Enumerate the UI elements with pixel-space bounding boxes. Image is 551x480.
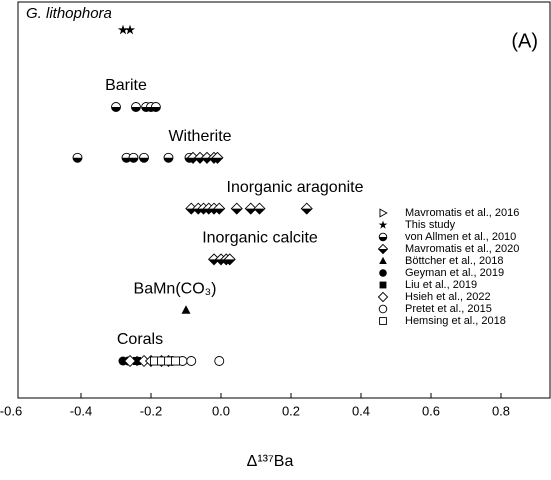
marker	[139, 152, 149, 163]
legend-label: Hemsing et al., 2018	[405, 315, 506, 327]
x-tick-label: 0.0	[212, 403, 230, 418]
group-label: Corals	[117, 331, 163, 348]
legend-label: Hsieh et al., 2022	[405, 291, 491, 303]
legend-label: Liu et al., 2019	[405, 279, 477, 291]
marker	[253, 202, 266, 215]
legend-label: This study	[405, 219, 456, 231]
marker	[186, 356, 197, 366]
x-tick-label: 0.6	[422, 403, 440, 418]
marker	[150, 102, 161, 112]
marker	[378, 232, 388, 242]
marker	[377, 291, 389, 303]
marker	[377, 243, 389, 255]
group-label: Inorganic aragonite	[227, 179, 364, 196]
chart-title: G. lithophora	[26, 5, 112, 22]
panel-label: (A)	[511, 30, 538, 52]
x-tick-label: -0.6	[0, 403, 22, 418]
marker	[130, 102, 141, 112]
group-label: Barite	[105, 77, 147, 94]
marker	[378, 220, 388, 229]
marker	[211, 151, 224, 164]
x-tick-label: 0.2	[282, 403, 300, 418]
marker	[132, 356, 142, 366]
legend-label: Mavromatis et al., 2016	[405, 207, 519, 219]
legend-label: von Allmen et al., 2010	[405, 231, 516, 243]
marker	[379, 208, 388, 218]
marker	[244, 202, 257, 215]
marker	[379, 256, 387, 265]
marker	[379, 317, 387, 325]
legend-label: Geyman et al., 2019	[405, 267, 504, 279]
legend-label: Böttcher et al., 2018	[405, 255, 503, 267]
group-label: BaMn(CO₃)	[134, 280, 217, 297]
marker	[124, 24, 136, 35]
marker	[214, 356, 225, 366]
marker	[230, 202, 243, 215]
legend-label: Pretet et al., 2015	[405, 303, 492, 315]
x-tick-label: 0.4	[352, 403, 370, 418]
marker	[163, 152, 174, 163]
marker	[378, 304, 388, 314]
marker	[123, 354, 137, 368]
group-label: Witherite	[168, 128, 231, 145]
marker	[300, 202, 313, 215]
x-tick-label: 0.8	[492, 403, 510, 418]
marker	[379, 281, 387, 289]
x-tick-label: -0.4	[70, 403, 92, 418]
x-axis-label: Δ¹³⁷Ba	[247, 453, 294, 470]
marker	[72, 152, 83, 163]
legend-label: Mavromatis et al., 2020	[405, 243, 519, 255]
marker	[128, 152, 139, 163]
marker	[170, 356, 180, 366]
marker	[379, 269, 387, 277]
marker	[181, 305, 191, 314]
marker	[213, 202, 226, 215]
marker	[117, 24, 129, 35]
x-tick-label: -0.2	[140, 403, 162, 418]
plot-frame	[17, 1, 551, 399]
group-label: Inorganic calcite	[202, 230, 318, 247]
marker	[111, 102, 121, 112]
marker	[223, 253, 236, 266]
